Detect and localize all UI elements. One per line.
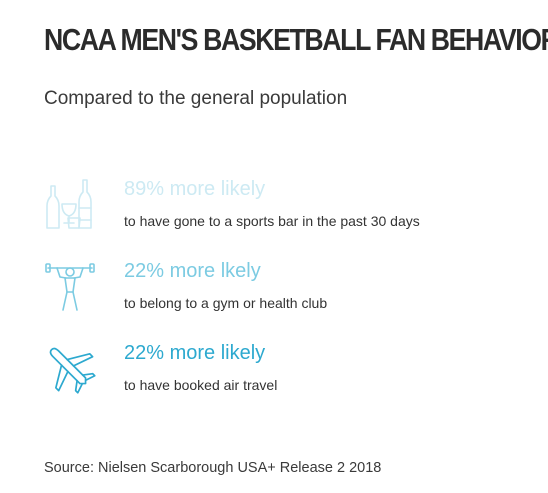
stat-description: to belong to a gym or health club <box>124 295 328 311</box>
stat-item-air-travel: 22% more likely to have booked air trave… <box>0 340 548 402</box>
source-note: Source: Nielsen Scarborough USA+ Release… <box>44 460 382 476</box>
bottles-glasses-icon <box>42 176 98 232</box>
page-title: NCAA MEN'S BASKETBALL FAN BEHAVIORS <box>44 22 548 57</box>
page-subtitle: Compared to the general population <box>44 88 348 109</box>
stat-item-sports-bar: 89% more likely to have gone to a sports… <box>0 176 548 238</box>
airplane-icon <box>42 340 98 396</box>
stat-item-gym: 22% more lkely to belong to a gym or hea… <box>0 258 548 320</box>
stat-headline: 89% more likely <box>124 178 266 200</box>
stat-headline: 22% more lkely <box>124 260 261 282</box>
stat-description: to have booked air travel <box>124 377 278 393</box>
stat-headline: 22% more likely <box>124 342 266 364</box>
stat-description: to have gone to a sports bar in the past… <box>124 213 420 229</box>
weightlifter-icon <box>42 258 98 314</box>
